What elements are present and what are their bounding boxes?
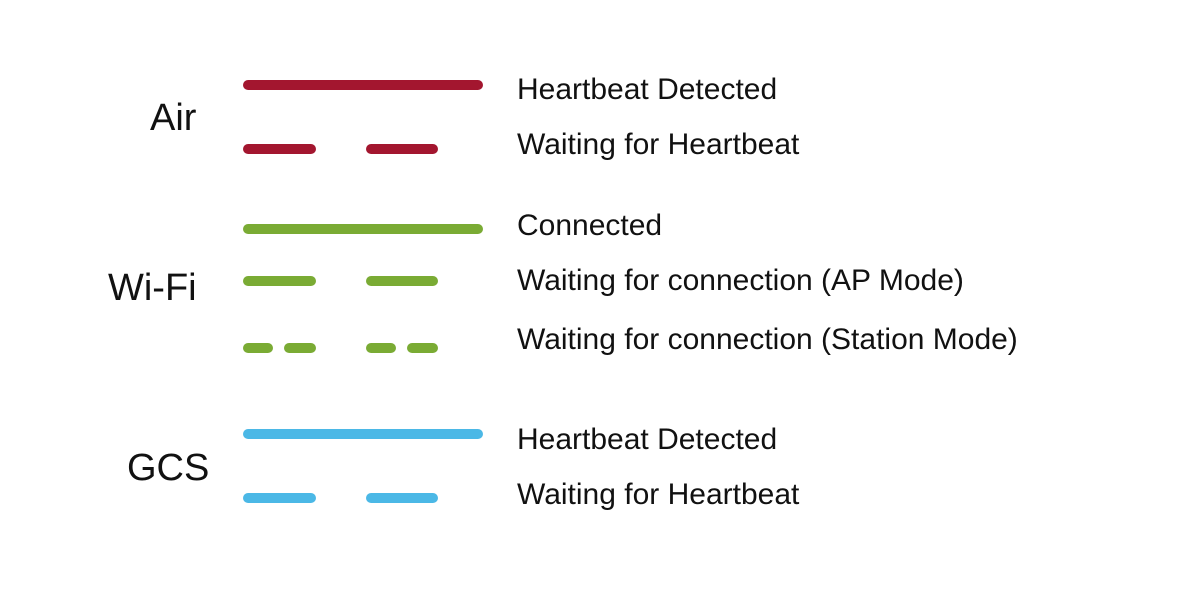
- gcs-solid-description: Heartbeat Detected: [517, 423, 778, 456]
- air-dashed-description: Waiting for Heartbeat: [517, 128, 800, 161]
- group-label-gcs: GCS: [127, 447, 210, 489]
- group-label-wifi: Wi-Fi: [108, 267, 197, 309]
- wifi-double-dashed-description: Waiting for connection (Station Mode): [517, 323, 1018, 356]
- air-solid-description: Heartbeat Detected: [517, 73, 778, 106]
- gcs-dashed-description: Waiting for Heartbeat: [517, 478, 800, 511]
- wifi-solid-description: Connected: [517, 209, 663, 242]
- group-label-air: Air: [150, 97, 197, 139]
- wifi-dashed-description: Waiting for connection (AP Mode): [517, 264, 964, 297]
